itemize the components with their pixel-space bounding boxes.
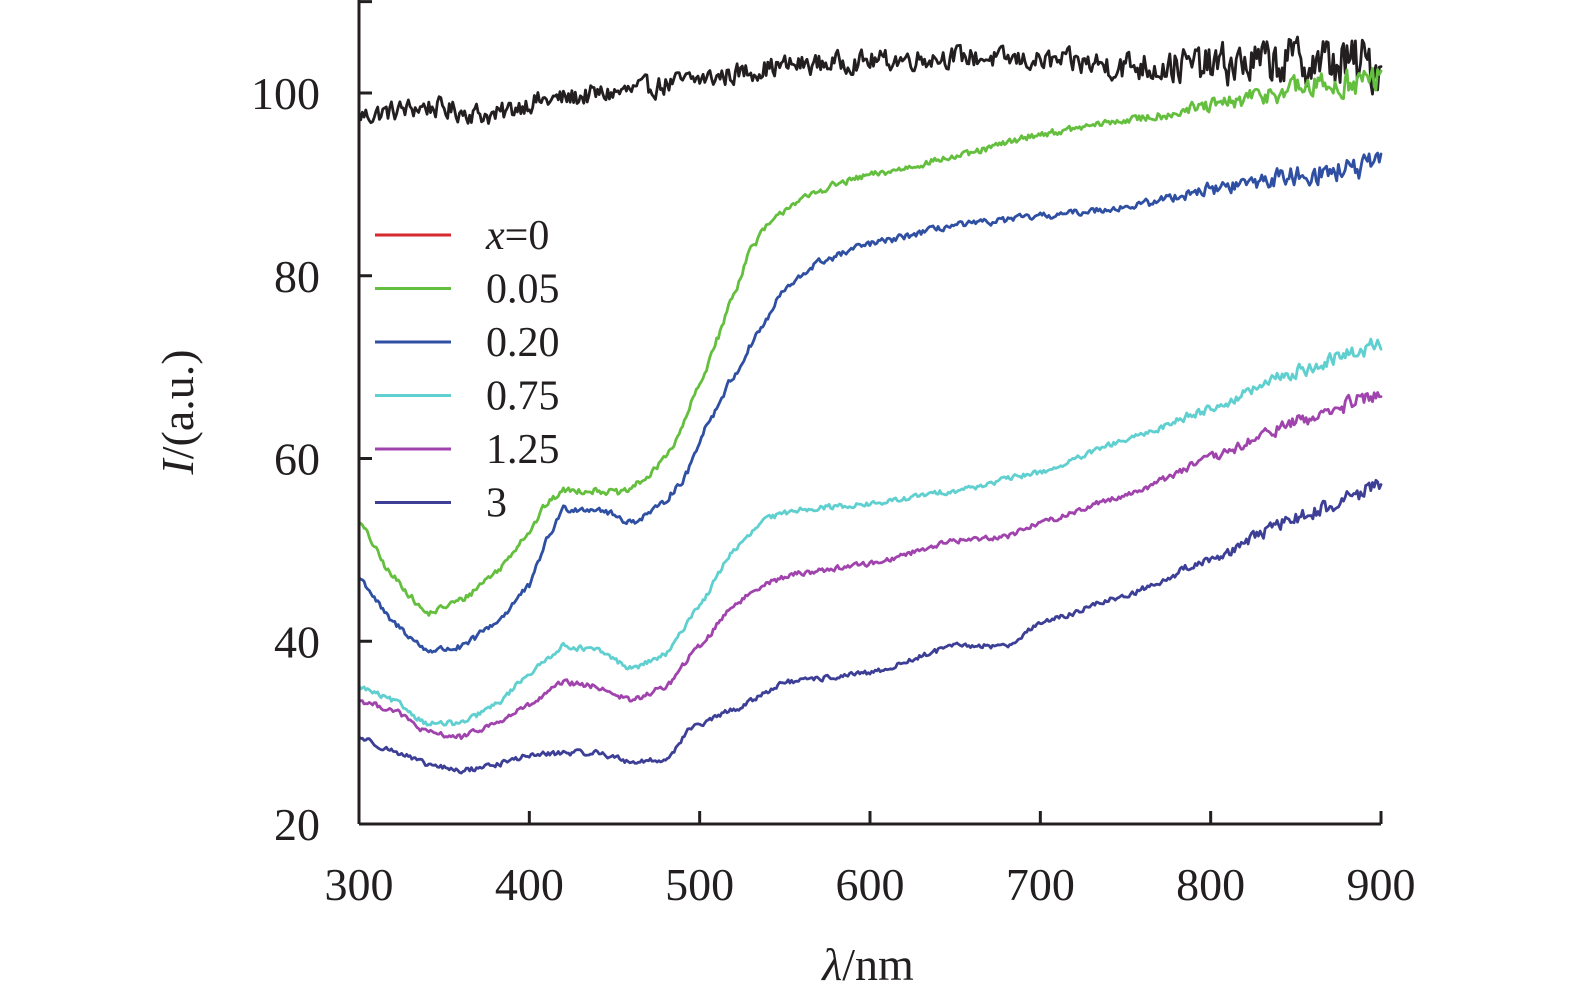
y-tick-label: 100 — [251, 68, 320, 119]
series-line-0-75 — [357, 337, 1383, 727]
series-line-1-25 — [357, 391, 1383, 740]
ticks-layer: 300 400 500 600 700 800 900 20 40 60 80 100 — [251, 0, 1416, 910]
series-line-x-0 — [357, 35, 1383, 125]
y-axis-title-unit: /(a.u.) — [152, 349, 203, 459]
x-axis-title: λ/nm — [820, 939, 914, 990]
series-line-3 — [357, 478, 1383, 775]
x-axis-title-symbol: λ — [820, 939, 842, 990]
x-tick-label: 900 — [1347, 859, 1416, 910]
y-tick-label: 60 — [274, 434, 320, 485]
series-line-0-05 — [357, 67, 1383, 617]
legend-label: 3 — [486, 481, 507, 527]
x-tick-label: 800 — [1176, 859, 1245, 910]
legend-label: 0.75 — [486, 374, 560, 420]
x-tick-label: 500 — [665, 859, 734, 910]
series-line-0-20 — [357, 151, 1383, 654]
y-tick-label: 40 — [274, 616, 320, 667]
x-tick-label: 600 — [836, 859, 905, 910]
x-tick-label: 400 — [495, 859, 564, 910]
y-tick-label: 20 — [274, 799, 320, 850]
x-tick-label: 700 — [1006, 859, 1075, 910]
x-axis-title-unit: /nm — [842, 939, 914, 990]
x-tick-label: 300 — [325, 859, 394, 910]
legend-label: x=0 — [485, 213, 549, 259]
y-axis-title-symbol: I — [152, 457, 203, 476]
y-axis-title: I/(a.u.) — [152, 349, 203, 475]
legend: x=0 0.05 0.20 0.75 1.25 3 — [375, 213, 560, 527]
legend-label: 0.05 — [486, 267, 560, 313]
series-layer — [357, 35, 1383, 775]
legend-label: 0.20 — [486, 320, 560, 366]
legend-label: 1.25 — [486, 427, 560, 473]
y-tick-label: 80 — [274, 251, 320, 302]
